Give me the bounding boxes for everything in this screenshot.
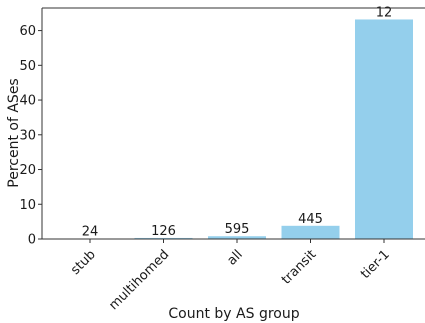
x-tick-label-stub: stub bbox=[68, 247, 99, 278]
y-tick-label-0: 0 bbox=[28, 233, 36, 248]
x-tick-label-tier-1: tier-1 bbox=[358, 247, 393, 282]
bar-tier-1 bbox=[355, 19, 413, 239]
bar-all bbox=[208, 236, 266, 239]
x-ticks-group: stub multihomed all transit tier-1 bbox=[68, 239, 393, 313]
bar-multihomed bbox=[134, 237, 193, 239]
y-axis-title: Percent of ASes bbox=[6, 78, 22, 187]
x-tick-label-multihomed: multihomed bbox=[106, 247, 172, 313]
y-ticks-group: 0 10 20 30 40 50 60 bbox=[19, 24, 42, 248]
x-tick-label-all: all bbox=[224, 247, 245, 268]
data-label-multihomed: 126 bbox=[151, 224, 176, 239]
data-label-all: 595 bbox=[225, 222, 250, 237]
x-axis-title: Count by AS group bbox=[168, 306, 299, 322]
axes-group bbox=[41, 7, 425, 240]
data-labels-group: 24 126 595 445 12 bbox=[82, 5, 393, 239]
y-tick-label-40: 40 bbox=[19, 94, 36, 109]
y-tick-label-60: 60 bbox=[19, 24, 36, 39]
bar-transit bbox=[281, 225, 340, 239]
data-label-tier-1: 12 bbox=[376, 5, 393, 20]
bars-group bbox=[61, 19, 413, 239]
y-tick-label-10: 10 bbox=[19, 198, 36, 213]
y-tick-label-30: 30 bbox=[19, 128, 36, 143]
data-label-stub: 24 bbox=[82, 225, 99, 240]
y-tick-label-20: 20 bbox=[19, 163, 36, 178]
data-label-transit: 445 bbox=[298, 212, 323, 227]
y-tick-label-50: 50 bbox=[19, 59, 36, 74]
x-tick-label-transit: transit bbox=[279, 247, 319, 287]
